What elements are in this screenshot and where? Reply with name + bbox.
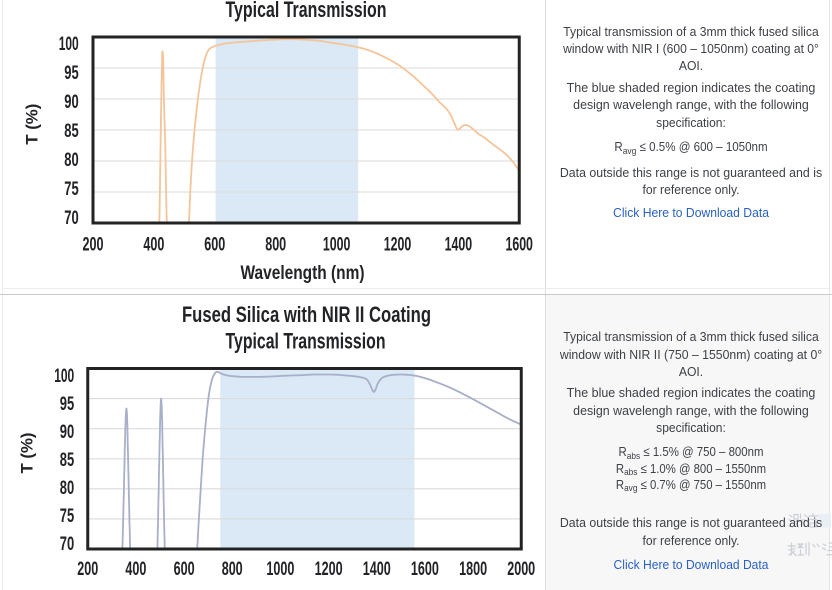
svg-text:70: 70: [64, 207, 78, 229]
svg-text:1200: 1200: [384, 234, 412, 256]
svg-text:Fused Silica with NIR II Coati: Fused Silica with NIR II Coating: [182, 302, 431, 327]
svg-text:75: 75: [64, 178, 78, 200]
svg-text:100: 100: [59, 33, 79, 55]
svg-text:85: 85: [64, 120, 78, 142]
svg-text:75: 75: [60, 505, 74, 527]
svg-text:1600: 1600: [411, 558, 439, 580]
svg-text:100: 100: [54, 365, 74, 387]
svg-text:1600: 1600: [505, 234, 533, 256]
svg-text:1000: 1000: [323, 234, 351, 256]
svg-text:90: 90: [60, 421, 74, 443]
svg-text:200: 200: [83, 234, 104, 256]
svg-text:800: 800: [265, 234, 286, 256]
svg-text:85: 85: [60, 449, 74, 471]
svg-text:800: 800: [222, 558, 243, 580]
svg-text:400: 400: [125, 558, 146, 580]
svg-text:1000: 1000: [266, 558, 294, 580]
svg-text:80: 80: [64, 149, 78, 171]
svg-text:T (%): T (%): [18, 433, 36, 474]
svg-text:Wavelength (nm): Wavelength (nm): [241, 263, 365, 284]
svg-text:1800: 1800: [459, 558, 487, 580]
svg-text:95: 95: [60, 393, 74, 415]
svg-text:400: 400: [143, 234, 164, 256]
svg-text:95: 95: [64, 62, 78, 84]
svg-text:90: 90: [64, 91, 78, 113]
svg-text:600: 600: [204, 234, 225, 256]
svg-text:T (%): T (%): [24, 104, 42, 145]
svg-text:Typical Transmission: Typical Transmission: [226, 0, 387, 22]
svg-text:80: 80: [60, 477, 74, 499]
svg-text:1400: 1400: [363, 558, 391, 580]
svg-text:600: 600: [174, 558, 195, 580]
svg-text:70: 70: [60, 533, 74, 555]
svg-text:1200: 1200: [315, 558, 343, 580]
svg-text:1400: 1400: [445, 234, 473, 256]
svg-text:200: 200: [77, 558, 98, 580]
svg-text:Typical Transmission: Typical Transmission: [226, 329, 386, 354]
svg-text:2000: 2000: [507, 558, 535, 580]
